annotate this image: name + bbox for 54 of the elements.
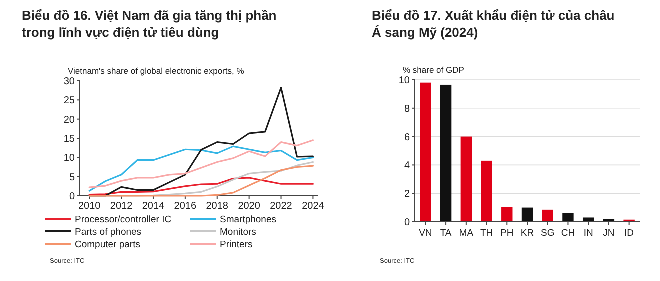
bar: [582, 218, 594, 222]
x-tick-label: 2012: [110, 201, 134, 212]
x-tick-label: 2018: [206, 201, 229, 212]
bar: [481, 160, 492, 222]
bar: [420, 82, 432, 222]
y-tick-label: 2: [404, 189, 410, 200]
x-tick-label: ID: [624, 228, 634, 239]
bar: [562, 213, 574, 222]
chart-title: Biểu đồ 16. Việt Nam đã gia tăng thị phần trong lĩnh vực điện tử tiêu dùng: [22, 8, 277, 40]
y-tick-label: 0: [69, 192, 76, 202]
legend-label: Smartphones: [220, 214, 277, 226]
x-tick-label: TA: [440, 228, 452, 239]
x-tick-label: TH: [480, 228, 494, 239]
x-tick-label: 2010: [78, 201, 102, 212]
bar: [440, 84, 452, 222]
y-axis-title: % share of GDP: [403, 65, 465, 75]
y-tick-label: 10: [64, 153, 76, 164]
x-tick-label: 2016: [174, 201, 197, 212]
x-tick-label: CH: [561, 228, 576, 239]
chart-title: Biểu đồ 17. Xuất khẩu điện tử của châu Á sang Mỹ (2024): [372, 8, 615, 40]
line-series: [88, 177, 314, 196]
legend-label: Printers: [220, 239, 253, 250]
y-tick-label: 5: [69, 172, 76, 184]
bar: [460, 136, 472, 222]
line-series: [88, 146, 314, 192]
y-tick-label: 25: [64, 96, 76, 107]
x-tick-label: JN: [603, 228, 615, 239]
y-tick-label: 6: [404, 132, 410, 144]
x-tick-label: 2024: [302, 201, 325, 212]
x-tick-label: PH: [500, 228, 514, 239]
x-tick-label: SG: [540, 228, 555, 239]
x-tick-label: KR: [520, 228, 534, 239]
x-tick-label: 2014: [142, 201, 166, 212]
line-series: [88, 140, 314, 188]
bar: [522, 208, 534, 222]
y-tick-label: 4: [404, 160, 410, 172]
legend-label: Processor/controller IC: [75, 214, 172, 226]
legend-label: Monitors: [220, 226, 257, 238]
x-tick-label: IN: [584, 228, 594, 239]
bar: [542, 210, 554, 222]
y-tick-label: 8: [404, 104, 410, 115]
y-tick-label: 0: [404, 218, 410, 228]
y-tick-label: 20: [64, 114, 76, 126]
x-tick-label: VN: [419, 228, 432, 239]
y-tick-label: 10: [398, 76, 410, 86]
chart-subtitle: Vietnam's share of global electronic exports, %: [68, 66, 245, 76]
y-tick-label: 30: [64, 76, 76, 88]
x-tick-label: 2022: [270, 201, 293, 212]
legend-label: Parts of phones: [75, 226, 142, 238]
x-tick-label: MA: [459, 228, 474, 239]
legend-label: Computer parts: [75, 239, 141, 250]
y-tick-label: 15: [64, 134, 76, 145]
bar: [502, 207, 513, 222]
x-tick-label: 2020: [238, 201, 261, 212]
